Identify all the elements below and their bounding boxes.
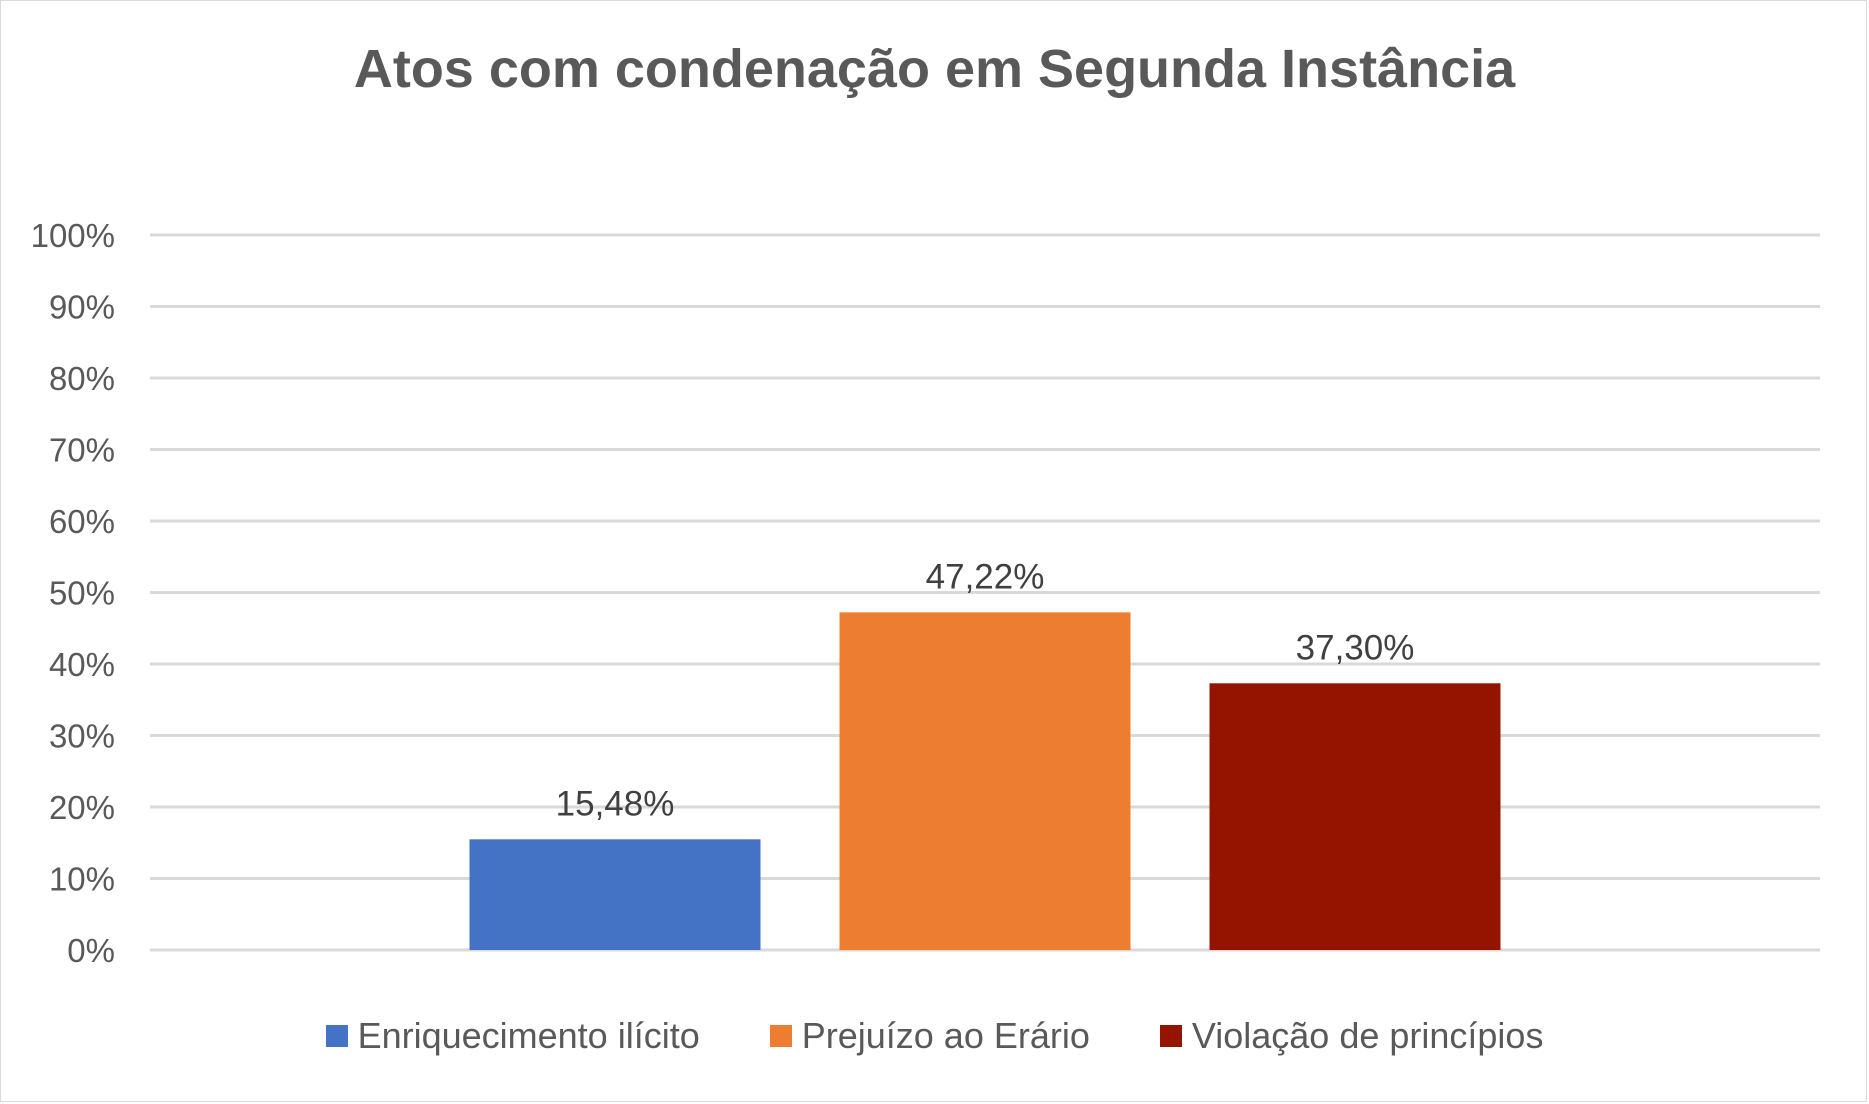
data-label: 47,22%	[926, 557, 1045, 596]
legend-label: Violação de princípios	[1191, 1015, 1544, 1056]
legend: Enriquecimento ilícito Prejuízo ao Erário…	[0, 1015, 1869, 1057]
y-tick-label: 10%	[49, 861, 115, 898]
bar-2	[839, 612, 1131, 950]
legend-swatch	[769, 1025, 792, 1047]
y-tick-label: 70%	[49, 432, 115, 469]
y-tick-label: 50%	[49, 575, 115, 612]
y-tick-label: 20%	[49, 789, 115, 826]
y-tick-label: 60%	[49, 503, 115, 540]
y-tick-label: 100%	[31, 217, 115, 254]
data-label: 37,30%	[1296, 628, 1415, 667]
y-tick-label: 30%	[49, 718, 115, 755]
y-tick-label: 90%	[49, 289, 115, 326]
legend-swatch	[325, 1025, 348, 1047]
y-tick-label: 80%	[49, 360, 115, 397]
legend-swatch	[1159, 1025, 1182, 1047]
y-tick-label: 0%	[67, 932, 115, 969]
legend-item: Enriquecimento ilícito	[325, 1015, 700, 1057]
legend-label: Prejuízo ao Erário	[801, 1015, 1090, 1056]
chart-title: Atos com condenação em Segunda Instância	[353, 39, 1516, 99]
legend-item: Prejuízo ao Erário	[769, 1015, 1090, 1057]
legend-item: Violação de princípios	[1159, 1015, 1544, 1057]
bar-1	[469, 839, 761, 950]
legend-label: Enriquecimento ilícito	[357, 1015, 700, 1056]
bar-3	[1209, 683, 1501, 950]
data-label: 15,48%	[556, 784, 675, 823]
y-tick-label: 40%	[49, 646, 115, 683]
